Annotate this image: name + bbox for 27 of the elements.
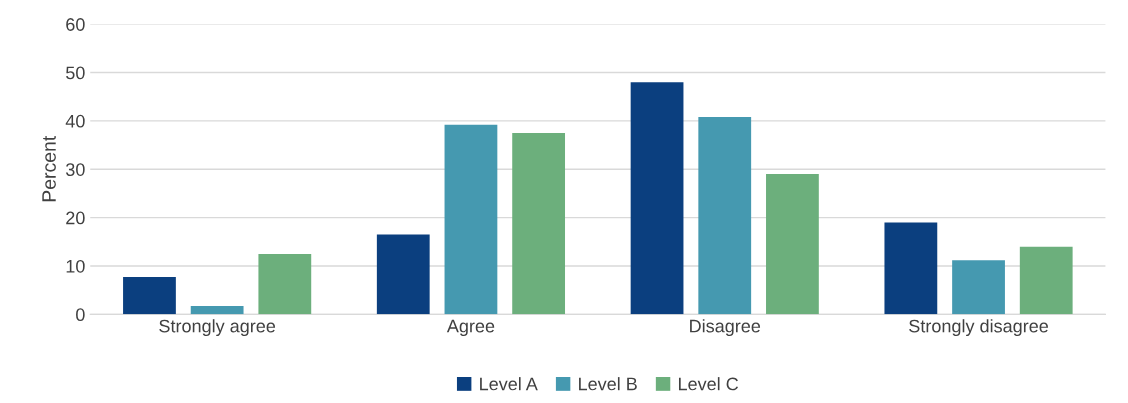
bar: [952, 260, 1005, 315]
bar: [698, 117, 752, 315]
y-tick-label: 60: [66, 18, 85, 31]
legend-label: Level B: [579, 377, 637, 391]
y-tick-label: 20: [66, 211, 85, 225]
x-tick-label: Strongly agree: [159, 319, 276, 337]
x-tick-label: Agree: [446, 319, 495, 337]
bar: [630, 82, 684, 315]
bar: [190, 306, 244, 315]
bar: [376, 234, 430, 315]
y-tick-label: 50: [66, 66, 85, 80]
y-tick-label: 0: [76, 308, 85, 322]
y-axis-title: Percent: [42, 135, 56, 202]
bar: [766, 174, 819, 315]
bar: [884, 222, 938, 315]
bar: [1019, 246, 1073, 315]
bar: [444, 124, 498, 315]
legend-label: Level A: [480, 377, 538, 391]
x-tick-label: Strongly disagree: [909, 319, 1048, 337]
y-tick-label: 10: [66, 259, 85, 273]
y-tick-label: 40: [65, 114, 85, 128]
bar: [512, 132, 566, 315]
bar: [258, 253, 312, 315]
y-tick-label: 30: [65, 163, 85, 176]
x-tick-label: Disagree: [690, 319, 761, 337]
bar: [123, 277, 176, 315]
legend-label: Level C: [678, 377, 739, 391]
